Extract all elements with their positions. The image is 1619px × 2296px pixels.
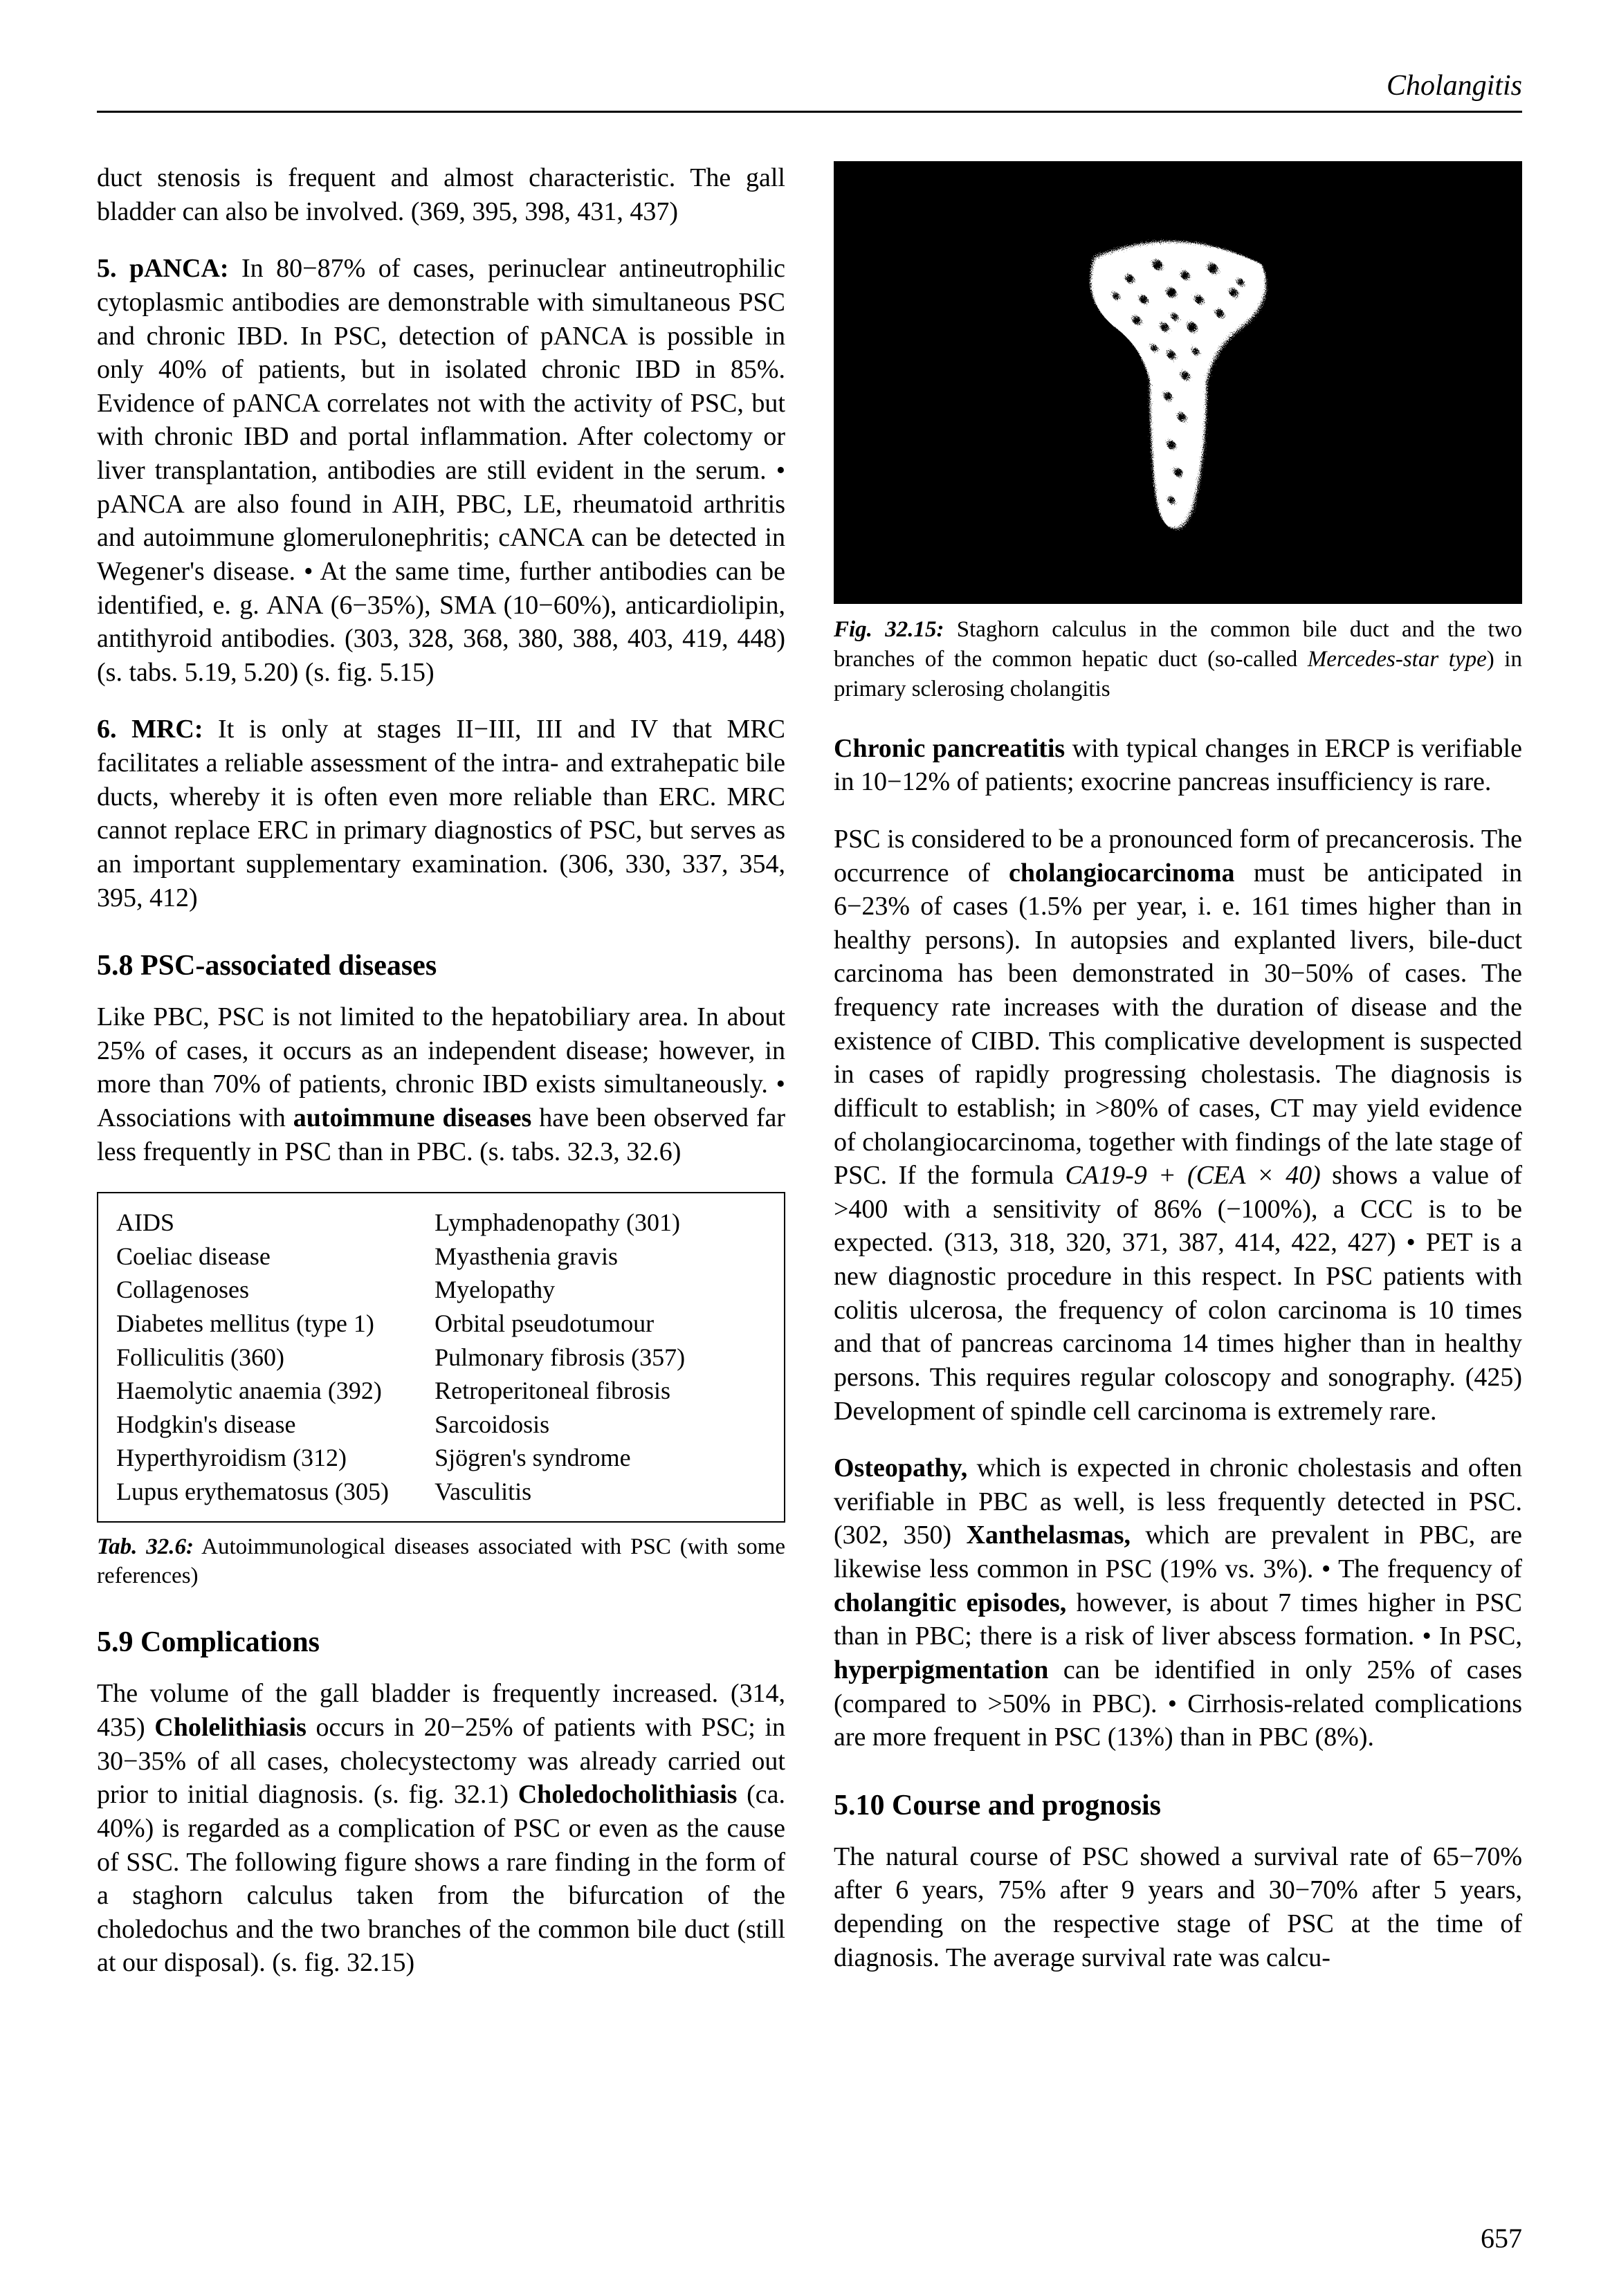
bold-hyperpigmentation: hyperpigmentation xyxy=(834,1655,1048,1684)
lead-mrc: 6. MRC: xyxy=(97,715,203,744)
heading-5-8: 5.8 PSC-associated diseases xyxy=(97,949,785,982)
two-column-layout: duct stenosis is frequent and almost cha… xyxy=(97,161,1522,1980)
cell: Orbital pseudotumour xyxy=(435,1307,766,1341)
text-5-9-tail: (ca. 40%) is regarded as a complication … xyxy=(97,1780,785,1977)
table-32-6: AIDSLymphadenopathy (301) Coeliac diseas… xyxy=(97,1192,785,1522)
table-row: Hyperthyroidism (312)Sjögren's syndrome xyxy=(116,1441,766,1475)
left-column: duct stenosis is frequent and almost cha… xyxy=(97,161,785,1980)
cell: Myelopathy xyxy=(435,1273,766,1307)
caption-text: Autoimmunological diseases associated wi… xyxy=(97,1534,785,1589)
lead-cp: Chronic pancreatitis xyxy=(834,734,1065,763)
cell: Hyperthyroidism (312) xyxy=(116,1441,435,1475)
paragraph-mrc: 6. MRC: It is only at stages II−III, III… xyxy=(97,713,785,915)
paragraph-duct: duct stenosis is frequent and almost cha… xyxy=(97,161,785,228)
cell: Lupus erythematosus (305) xyxy=(116,1475,435,1509)
paragraph-5-9: The volume of the gall bladder is freque… xyxy=(97,1677,785,1980)
table-row: CollagenosesMyelopathy xyxy=(116,1273,766,1307)
caption-lead: Tab. 32.6: xyxy=(97,1534,194,1559)
cell: AIDS xyxy=(116,1206,435,1240)
paragraph-5-10: The natural course of PSC showed a survi… xyxy=(834,1840,1522,1975)
text-ccc-b: must be anticipated in 6−23% of cases (1… xyxy=(834,858,1522,1191)
bold-cholangitic: cholangitic episodes, xyxy=(834,1588,1066,1617)
fig-caption-lead: Fig. 32.15: xyxy=(834,617,944,642)
running-head: Cholangitis xyxy=(97,69,1522,113)
staghorn-icon xyxy=(1033,217,1324,549)
cell: Sjögren's syndrome xyxy=(435,1441,766,1475)
figure-caption: Fig. 32.15: Staghorn calculus in the com… xyxy=(834,615,1522,704)
text-ccc-c: shows a value of >400 with a sensitivity… xyxy=(834,1161,1522,1425)
page: Cholangitis duct stenosis is frequent an… xyxy=(0,0,1619,2296)
table-row: Coeliac diseaseMyasthenia gravis xyxy=(116,1240,766,1274)
paragraph-cholangiocarcinoma: PSC is considered to be a pronounced for… xyxy=(834,823,1522,1428)
bold-xanthelasmas: Xanthelasmas, xyxy=(967,1521,1131,1550)
table-row: Haemolytic anaemia (392)Retroperitoneal … xyxy=(116,1374,766,1408)
heading-5-10: 5.10 Course and prognosis xyxy=(834,1789,1522,1822)
figure-image xyxy=(834,161,1522,604)
cell: Pulmonary fibrosis (357) xyxy=(435,1341,766,1375)
cell: Coeliac disease xyxy=(116,1240,435,1274)
table-row: Folliculitis (360)Pulmonary fibrosis (35… xyxy=(116,1341,766,1375)
cell: Diabetes mellitus (type 1) xyxy=(116,1307,435,1341)
bold-cholelithiasis: Cholelithiasis xyxy=(154,1713,307,1742)
paragraph-5-8: Like PBC, PSC is not limited to the hepa… xyxy=(97,1000,785,1168)
cell: Myasthenia gravis xyxy=(435,1240,766,1274)
cell: Lymphadenopathy (301) xyxy=(435,1206,766,1240)
bold-cholangiocarcinoma: cholangiocarcinoma xyxy=(1009,858,1235,888)
cell: Vasculitis xyxy=(435,1475,766,1509)
paragraph-panca: 5. pANCA: In 80−87% of cases, perinuclea… xyxy=(97,252,785,689)
cell: Haemolytic anaemia (392) xyxy=(116,1374,435,1408)
text-mrc: It is only at stages II−III, III and IV … xyxy=(97,715,785,912)
page-number: 657 xyxy=(1481,2222,1522,2254)
cell: Collagenoses xyxy=(116,1273,435,1307)
right-column: Fig. 32.15: Staghorn calculus in the com… xyxy=(834,161,1522,1980)
table-row: Diabetes mellitus (type 1)Orbital pseudo… xyxy=(116,1307,766,1341)
paragraph-chronic-pancreatitis: Chronic pancreatitis with typical change… xyxy=(834,732,1522,799)
table-caption: Tab. 32.6: Autoimmunological diseases as… xyxy=(97,1532,785,1592)
table-row: AIDSLymphadenopathy (301) xyxy=(116,1206,766,1240)
heading-5-9: 5.9 Complications xyxy=(97,1626,785,1659)
cell: Folliculitis (360) xyxy=(116,1341,435,1375)
cell: Hodgkin's disease xyxy=(116,1408,435,1442)
text-5-8-bold: autoimmune diseases xyxy=(293,1103,532,1132)
text-panca: In 80−87% of cases, perinuclear antineut… xyxy=(97,254,785,687)
figure-32-15 xyxy=(834,161,1522,604)
lead-osteopathy: Osteopathy, xyxy=(834,1453,967,1482)
paragraph-osteopathy: Osteopathy, which is expected in chronic… xyxy=(834,1451,1522,1754)
cell: Sarcoidosis xyxy=(435,1408,766,1442)
italic-formula: CA19-9 + (CEA × 40) xyxy=(1065,1161,1321,1190)
fig-caption-italic: Mercedes-star type xyxy=(1308,647,1487,672)
table-row: Hodgkin's diseaseSarcoidosis xyxy=(116,1408,766,1442)
bold-choledocho: Choledocholithiasis xyxy=(518,1780,738,1809)
cell: Retroperitoneal fibrosis xyxy=(435,1374,766,1408)
table-row: Lupus erythematosus (305)Vasculitis xyxy=(116,1475,766,1509)
lead-panca: 5. pANCA: xyxy=(97,254,229,283)
